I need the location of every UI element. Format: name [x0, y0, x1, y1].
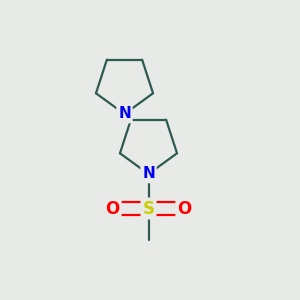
Text: S: S [142, 200, 154, 217]
Text: O: O [177, 200, 192, 217]
Text: N: N [142, 167, 155, 182]
Text: O: O [105, 200, 120, 217]
Text: N: N [118, 106, 131, 122]
